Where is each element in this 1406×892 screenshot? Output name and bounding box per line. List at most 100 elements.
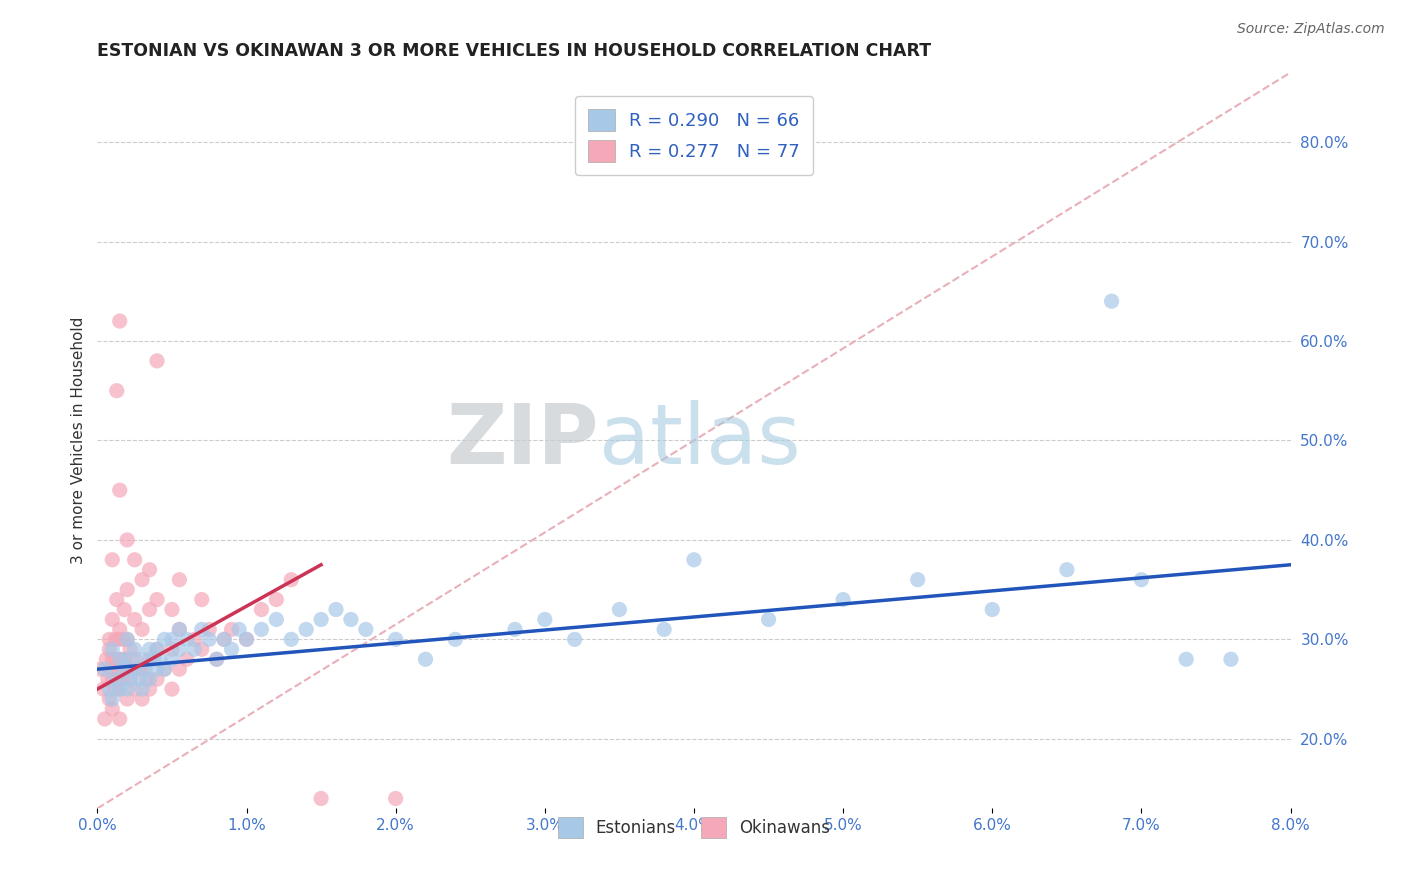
Point bbox=[105, 384, 128, 398]
Point bbox=[146, 642, 169, 657]
Point bbox=[221, 642, 243, 657]
Point bbox=[105, 672, 128, 686]
Point bbox=[138, 642, 160, 657]
Point bbox=[146, 662, 169, 676]
Point bbox=[266, 612, 288, 626]
Point bbox=[235, 632, 257, 647]
Point bbox=[250, 623, 273, 637]
Point bbox=[97, 672, 120, 686]
Point bbox=[205, 652, 228, 666]
Point bbox=[169, 623, 191, 637]
Point bbox=[115, 662, 138, 676]
Point bbox=[104, 682, 127, 697]
Text: atlas: atlas bbox=[599, 400, 800, 481]
Point bbox=[1056, 563, 1078, 577]
Point bbox=[190, 592, 212, 607]
Point bbox=[120, 642, 142, 657]
Point bbox=[295, 623, 318, 637]
Point bbox=[101, 612, 124, 626]
Point bbox=[131, 682, 153, 697]
Point bbox=[115, 682, 138, 697]
Point bbox=[108, 652, 131, 666]
Point bbox=[146, 672, 169, 686]
Point bbox=[101, 652, 124, 666]
Point bbox=[146, 642, 169, 657]
Point bbox=[160, 682, 183, 697]
Point bbox=[1175, 652, 1198, 666]
Point bbox=[107, 632, 129, 647]
Point bbox=[309, 612, 332, 626]
Point bbox=[120, 672, 142, 686]
Point bbox=[160, 652, 183, 666]
Point bbox=[101, 692, 124, 706]
Point bbox=[94, 712, 117, 726]
Point bbox=[149, 652, 172, 666]
Point bbox=[146, 592, 169, 607]
Point bbox=[128, 672, 150, 686]
Point bbox=[169, 623, 191, 637]
Point bbox=[108, 652, 131, 666]
Point bbox=[124, 682, 146, 697]
Point bbox=[609, 602, 631, 616]
Y-axis label: 3 or more Vehicles in Household: 3 or more Vehicles in Household bbox=[72, 317, 86, 564]
Point bbox=[190, 642, 212, 657]
Point bbox=[183, 642, 205, 657]
Point bbox=[98, 642, 121, 657]
Point bbox=[134, 662, 156, 676]
Point bbox=[503, 623, 526, 637]
Point bbox=[205, 652, 228, 666]
Point bbox=[131, 623, 153, 637]
Text: ZIP: ZIP bbox=[446, 400, 599, 481]
Point bbox=[112, 662, 135, 676]
Point bbox=[100, 662, 122, 676]
Point bbox=[96, 652, 118, 666]
Point bbox=[228, 623, 250, 637]
Point bbox=[309, 791, 332, 805]
Point bbox=[458, 831, 481, 846]
Point bbox=[354, 623, 377, 637]
Point bbox=[160, 602, 183, 616]
Point bbox=[198, 632, 221, 647]
Point bbox=[1219, 652, 1241, 666]
Point bbox=[131, 692, 153, 706]
Point bbox=[91, 682, 114, 697]
Point bbox=[108, 623, 131, 637]
Point bbox=[169, 662, 191, 676]
Point bbox=[280, 632, 302, 647]
Point bbox=[104, 652, 127, 666]
Point bbox=[115, 692, 138, 706]
Point bbox=[98, 682, 121, 697]
Legend: Estonians, Okinawans: Estonians, Okinawans bbox=[551, 811, 837, 844]
Point bbox=[108, 682, 131, 697]
Point bbox=[153, 662, 176, 676]
Point bbox=[652, 623, 675, 637]
Point bbox=[131, 573, 153, 587]
Point bbox=[124, 553, 146, 567]
Point bbox=[104, 632, 127, 647]
Point bbox=[115, 632, 138, 647]
Point bbox=[115, 582, 138, 597]
Point bbox=[198, 623, 221, 637]
Point bbox=[112, 652, 135, 666]
Point bbox=[266, 592, 288, 607]
Point bbox=[124, 612, 146, 626]
Point bbox=[212, 632, 235, 647]
Point bbox=[131, 652, 153, 666]
Point bbox=[112, 602, 135, 616]
Point bbox=[235, 632, 257, 647]
Point bbox=[131, 662, 153, 676]
Point bbox=[415, 652, 437, 666]
Point bbox=[98, 632, 121, 647]
Point bbox=[444, 632, 467, 647]
Point bbox=[169, 642, 191, 657]
Point bbox=[832, 592, 855, 607]
Text: Source: ZipAtlas.com: Source: ZipAtlas.com bbox=[1237, 22, 1385, 37]
Point bbox=[183, 632, 205, 647]
Point bbox=[176, 632, 198, 647]
Point bbox=[124, 642, 146, 657]
Point bbox=[108, 712, 131, 726]
Point bbox=[124, 662, 146, 676]
Point bbox=[153, 632, 176, 647]
Point bbox=[384, 791, 406, 805]
Point bbox=[101, 702, 124, 716]
